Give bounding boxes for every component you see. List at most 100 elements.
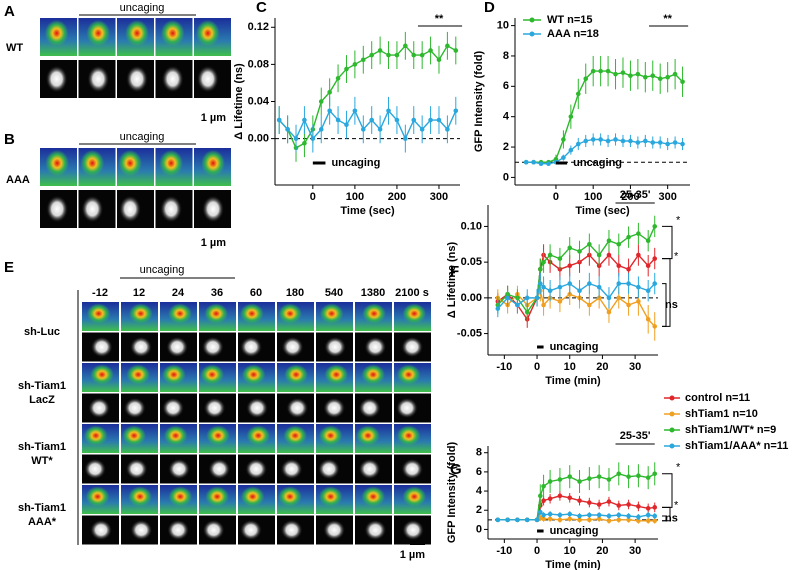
image-signal [85,486,110,507]
series-line [497,253,656,321]
image-signal [90,336,113,358]
data-point [587,302,592,308]
data-point [369,117,375,123]
legend-label: WT n=15 [547,14,593,26]
significance-bracket [662,473,673,508]
data-point [577,249,582,254]
data-point [598,68,603,74]
data-point [419,127,425,132]
image-signal [281,336,304,358]
data-point [568,114,574,119]
image-signal [81,195,104,223]
data-point [616,295,622,301]
image-signal [318,486,343,507]
legend-label: shTiam1 n=10 [685,408,758,420]
data-point [567,511,573,517]
row-label: AAA [6,174,30,186]
data-point [557,284,563,290]
image-signal [129,336,153,358]
data-point [650,73,656,78]
x-tick-label: 0 [310,191,316,203]
image-signal [125,19,149,47]
legend-marker [669,411,675,417]
image-signal [356,425,380,446]
legend-label: control n=11 [685,392,750,404]
data-point [575,141,581,147]
series-line [497,511,655,521]
data-point [515,517,520,523]
data-point [645,263,651,269]
data-point [577,517,582,523]
data-point [596,284,602,290]
image-signal [125,458,148,480]
row-label: WT* [31,455,53,467]
time-label: 12 [133,287,145,299]
data-point [606,295,612,301]
data-point [616,281,622,286]
data-point [616,503,622,508]
data-point [636,252,641,258]
data-point [538,509,543,515]
image-signal [283,425,308,446]
image-signal [361,486,386,507]
image-signal [201,149,225,177]
legend-marker [529,17,535,23]
time-label: -12 [92,287,108,299]
image-signal [240,336,263,358]
image-signal [167,458,191,480]
data-point [626,281,631,286]
panel-label: B [4,131,15,148]
image-signal [364,519,387,541]
scale-label: 1 µm [201,237,227,249]
data-point [505,295,510,301]
panel-label: A [4,3,15,20]
significance-label: ns [665,299,678,311]
data-point [645,506,651,511]
significance-bracket [662,283,667,327]
x-tick-label: 0 [553,191,559,203]
data-point [626,266,631,272]
data-point [606,477,612,482]
data-point [453,48,459,53]
data-point [335,117,341,123]
image-signal [323,519,346,541]
image-signal [196,65,219,93]
data-point [318,99,324,104]
image-signal [128,486,152,507]
significance-label: ** [663,13,672,25]
image-signal [163,425,188,446]
time-label: 180 [286,287,304,299]
y-tick-label: 6 [503,80,509,92]
window-label: 25-35' [620,430,651,442]
uncaging-label: uncaging [573,157,622,169]
data-point [411,117,417,123]
data-point [645,316,651,322]
data-point [605,68,611,74]
image-signal [402,486,427,507]
data-point [636,504,641,509]
series-line [526,70,684,163]
data-point [606,518,612,524]
data-point [568,147,574,153]
data-point [680,79,685,85]
data-point [557,299,563,304]
data-point [620,138,626,144]
data-point [635,140,641,145]
image-signal [240,303,264,324]
y-tick-label: 8 [476,447,482,459]
data-point [626,234,631,240]
data-point [596,512,602,518]
data-point [419,52,425,58]
image-signal [396,425,421,446]
data-point [643,138,648,144]
data-point [293,136,299,141]
image-signal [161,65,184,93]
time-label: 1380 [361,287,385,299]
data-point [436,117,442,123]
data-point [665,74,670,80]
data-point [515,302,520,308]
y-tick-label: 0 [503,171,509,183]
time-label: 36 [211,287,223,299]
window-label: 25-35' [620,189,651,201]
y-tick-label: 0.00 [461,292,482,304]
